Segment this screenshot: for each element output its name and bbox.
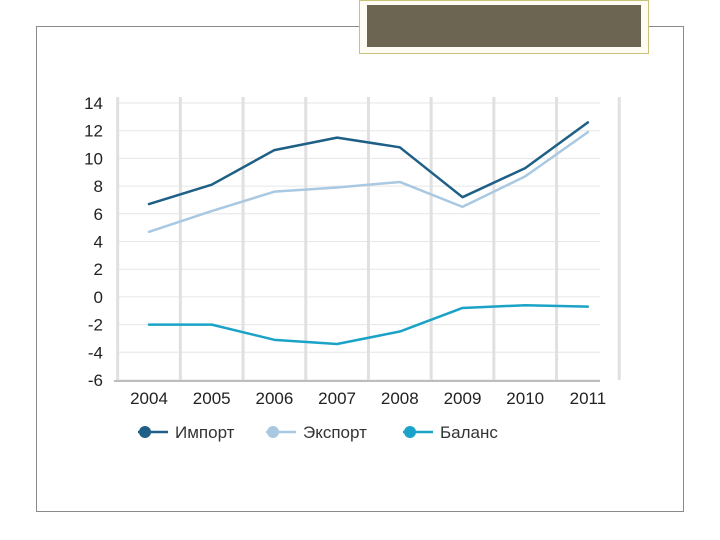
y-tick-label: 12 xyxy=(84,122,103,141)
y-tick-label: 14 xyxy=(84,94,103,113)
y-axis-ticks: 14 12 10 8 6 4 2 0 -2 -4 -6 xyxy=(84,94,103,390)
x-tick-label: 2006 xyxy=(255,389,293,408)
x-tick-label: 2009 xyxy=(444,389,482,408)
y-tick-label: 10 xyxy=(84,149,103,168)
legend-marker xyxy=(404,426,416,438)
x-tick-label: 2007 xyxy=(318,389,356,408)
y-tick-label: -4 xyxy=(88,343,103,362)
x-tick-label: 2005 xyxy=(193,389,231,408)
y-tick-label: 2 xyxy=(94,260,103,279)
x-axis-ticks: 2004 2005 2006 2007 2008 2009 2010 2011 xyxy=(130,389,606,408)
x-tick-label: 2010 xyxy=(506,389,544,408)
legend-label: Баланс xyxy=(440,423,498,442)
series-lines xyxy=(147,121,590,346)
y-tick-label: 0 xyxy=(94,288,103,307)
x-tick-label: 2011 xyxy=(570,389,607,408)
series-line xyxy=(147,130,590,234)
y-tick-label: 4 xyxy=(94,233,103,252)
y-tick-label: 6 xyxy=(94,205,103,224)
legend-label: Импорт xyxy=(175,423,235,442)
legend: Импорт Экспорт Баланс xyxy=(138,423,498,442)
y-tick-label: 8 xyxy=(94,177,103,196)
x-tick-label: 2004 xyxy=(130,389,168,408)
legend-marker xyxy=(267,426,279,438)
series-line xyxy=(147,303,590,346)
title-placeholder xyxy=(359,0,649,54)
y-tick-label: -6 xyxy=(88,371,103,390)
title-bar xyxy=(367,5,641,47)
grid xyxy=(114,97,621,382)
legend-marker xyxy=(139,426,151,438)
x-tick-label: 2008 xyxy=(381,389,419,408)
series-line xyxy=(147,121,590,206)
legend-label: Экспорт xyxy=(303,423,367,442)
y-tick-label: -2 xyxy=(88,316,103,335)
